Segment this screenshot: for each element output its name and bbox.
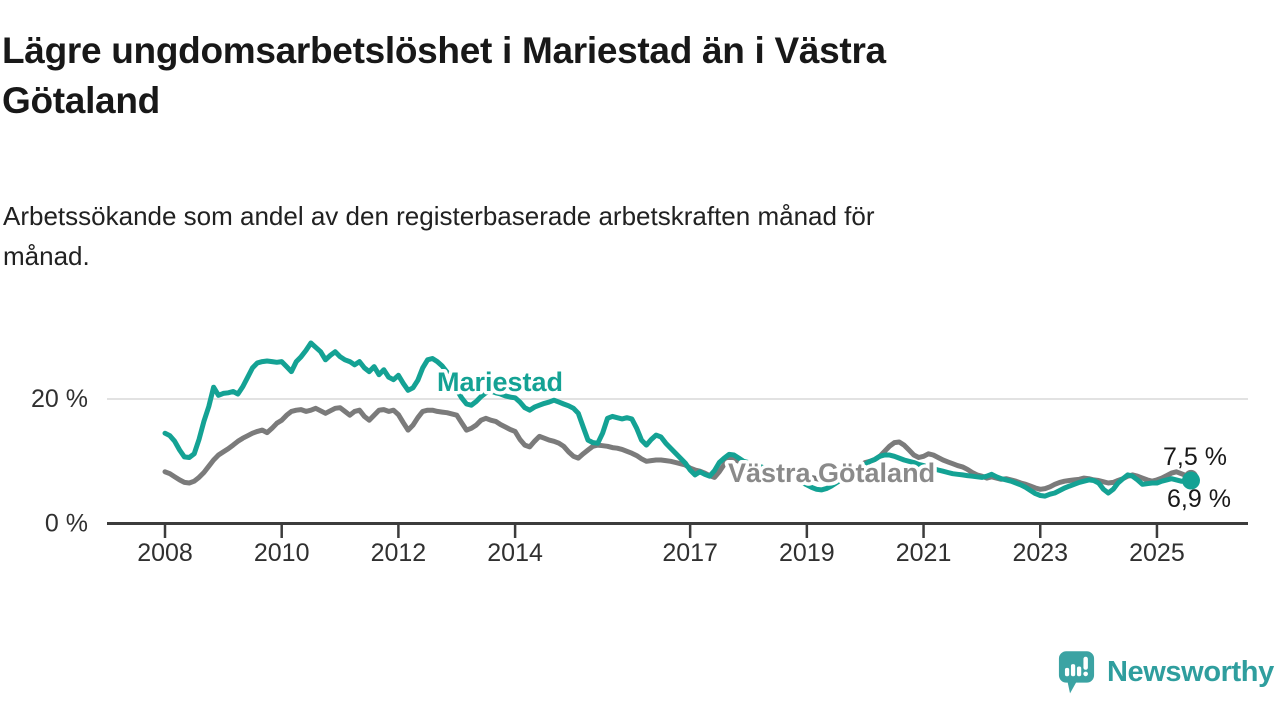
x-tick-label: 2014: [487, 539, 543, 567]
series-label-vastra-gotaland: Västra Götaland: [728, 458, 935, 488]
chart-subtitle-line2: månad.: [3, 241, 90, 271]
x-tick-label: 2023: [1012, 539, 1068, 567]
newsworthy-chart-bubble-icon: [1058, 651, 1095, 694]
chart-title: Lägre ungdomsarbetslöshet i Mariestad än…: [2, 26, 1192, 126]
chart-title-line2: Götaland: [2, 80, 160, 121]
x-tick-label: 2017: [662, 539, 718, 567]
y-tick-label: 20 %: [31, 385, 88, 413]
x-tick-label: 2019: [779, 539, 835, 567]
exclamation-bar: [1083, 656, 1088, 670]
newsworthy-logo-text: Newsworthy: [1107, 656, 1274, 688]
exclamation-dot: [1083, 671, 1088, 677]
x-tick-label: 2012: [371, 539, 427, 567]
x-tick-label: 2025: [1129, 539, 1185, 567]
chart-title-line1: Lägre ungdomsarbetslöshet i Mariestad än…: [2, 30, 886, 71]
bar-2: [1070, 664, 1076, 677]
series-label-mariestad: Mariestad: [437, 367, 563, 397]
series-line-vastra-gotaland: [162, 405, 1194, 492]
x-tick-label: 2008: [137, 539, 193, 567]
chart-subtitle-line1: Arbetssökande som andel av den registerb…: [3, 201, 875, 231]
bar-3: [1076, 666, 1082, 677]
x-tick-label: 2021: [896, 539, 952, 567]
x-tick-label: 2010: [254, 539, 310, 567]
speech-bubble-shape: [1058, 651, 1095, 694]
series-end-dot-mariestad: [1181, 471, 1200, 490]
end-value-label-mariestad: 6,9 %: [1167, 485, 1231, 513]
end-value-label-vastra-gotaland: 7,5 %: [1163, 443, 1227, 471]
bar-1: [1064, 667, 1070, 677]
chart-subtitle: Arbetssökande som andel av den registerb…: [3, 196, 1203, 276]
series-line-mariestad: [162, 340, 1194, 499]
newsworthy-logo: Newsworthy: [1058, 650, 1274, 695]
y-tick-label: 0 %: [45, 510, 88, 538]
